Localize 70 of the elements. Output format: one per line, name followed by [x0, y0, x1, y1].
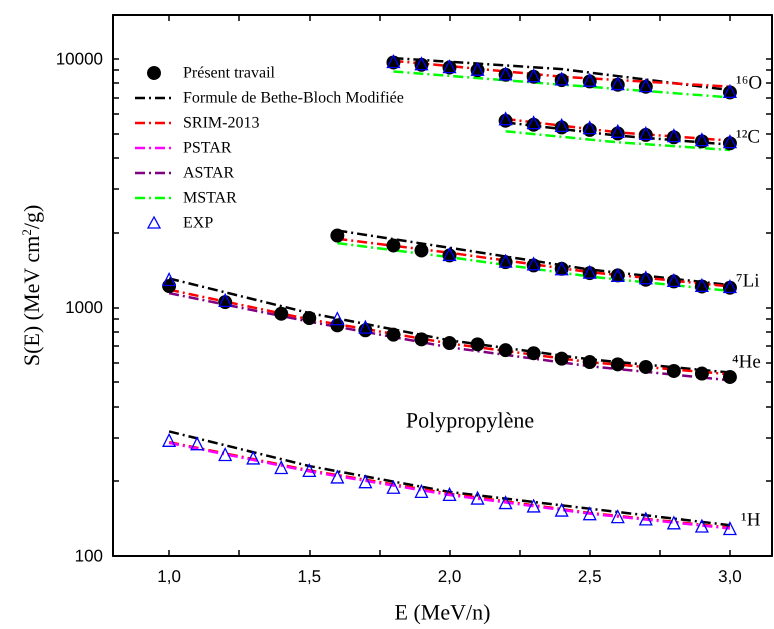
x-tick-label: 2,0 [438, 567, 462, 586]
x-tick-label: 1,5 [297, 567, 322, 586]
point [498, 343, 513, 358]
annotation: ⁷Li [736, 270, 760, 292]
legend-label: Présent travail [183, 64, 276, 82]
point [442, 488, 456, 501]
point [470, 337, 485, 352]
point [162, 272, 176, 286]
point [583, 121, 596, 134]
annotation: ¹H [741, 510, 761, 530]
point [639, 271, 652, 284]
annotation: ⁴He [732, 352, 761, 372]
point [526, 499, 540, 513]
point [611, 124, 624, 138]
point [526, 116, 540, 130]
point [386, 328, 400, 342]
point [638, 360, 653, 374]
point [695, 519, 709, 533]
point [470, 491, 484, 505]
point [414, 243, 428, 258]
point [526, 346, 541, 360]
point [723, 522, 737, 536]
point [386, 238, 400, 252]
x-tick-label: 3,0 [718, 567, 742, 586]
legend-label: Formule de Bethe-Bloch Modifiée [183, 90, 404, 106]
point [246, 451, 260, 465]
point [302, 311, 316, 326]
y-tick-label: 1000 [65, 298, 103, 317]
y-axis-title: S(E) (MeV cm2/g) [19, 204, 44, 366]
legend-label: MSTAR [183, 190, 238, 206]
point [582, 355, 597, 369]
point [498, 496, 512, 510]
point [358, 320, 372, 334]
y-tick-label: 100 [74, 546, 103, 566]
point [667, 516, 680, 530]
point [274, 460, 288, 474]
point [498, 112, 512, 126]
y-tick-label: 10000 [56, 49, 103, 68]
point [610, 357, 625, 372]
point [639, 512, 652, 526]
legend-label: PSTAR [183, 140, 232, 156]
annotation: ¹²C [736, 126, 760, 148]
point [583, 507, 596, 520]
point [302, 464, 316, 478]
x-axis-title: E (MeV/n) [394, 600, 490, 624]
point [330, 228, 344, 243]
annotation: Polypropylène [406, 408, 534, 432]
point [414, 484, 428, 498]
point [358, 475, 372, 488]
point [162, 434, 176, 447]
point [442, 336, 457, 350]
point [330, 312, 344, 326]
point [722, 370, 737, 384]
point [330, 470, 344, 484]
point [386, 480, 400, 494]
x-tick-label: 1,0 [157, 567, 181, 586]
point [666, 364, 681, 378]
point [694, 366, 709, 381]
legend-label: EXP [183, 214, 214, 232]
point [611, 510, 624, 524]
legend-label: SRIM-2013 [183, 114, 260, 132]
point [414, 332, 428, 346]
point [554, 352, 569, 366]
annotation: ¹⁶O [736, 72, 762, 94]
point [274, 306, 288, 321]
legend-label: ASTAR [183, 164, 234, 182]
point [190, 437, 204, 450]
point [555, 503, 568, 517]
point [218, 448, 232, 462]
x-tick-label: 2,5 [578, 567, 602, 586]
